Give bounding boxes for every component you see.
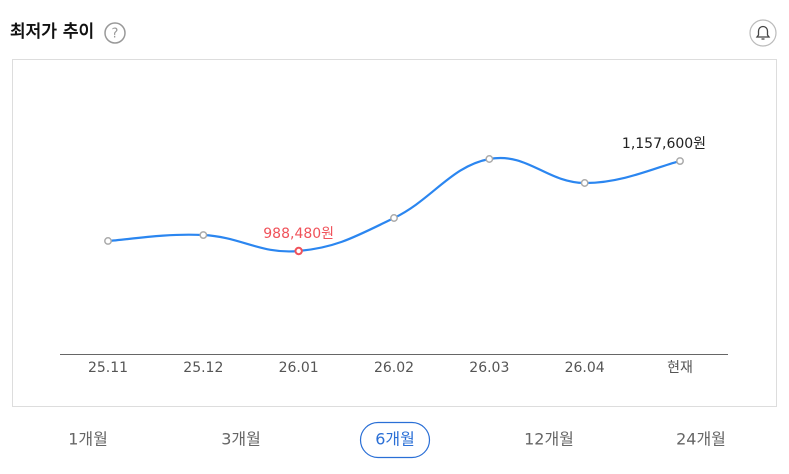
period-option[interactable]: 12개월 [524,430,574,449]
x-tick-label: 현재 [667,360,693,376]
help-glyph: ? [112,27,119,42]
x-tick-label: 26.04 [565,360,605,376]
x-tick-label: 26.02 [374,360,414,376]
value-label: 1,157,600원 [622,136,706,152]
period-option[interactable]: 3개월 [221,430,261,449]
point [294,246,303,256]
point [104,237,112,245]
bell-icon [755,25,771,40]
point [580,179,589,187]
point [485,155,494,163]
alarm-circle [749,19,777,47]
help-icon[interactable] [104,22,126,44]
x-tick-label: 25.11 [88,360,128,376]
chart-box [12,59,777,407]
period-selected [359,421,431,459]
period-option[interactable]: 6개월 [375,430,415,449]
point [199,231,208,239]
period-option[interactable]: 1개월 [68,430,108,449]
x-tick-label: 26.01 [279,360,319,376]
title: 최저가 추이 [10,22,94,42]
alarm-button[interactable] [749,19,777,47]
point [390,214,398,222]
x-tick-label: 26.03 [469,360,509,376]
period-option[interactable]: 24개월 [676,430,726,449]
point [676,157,684,165]
value-label: 988,480원 [263,226,334,242]
x-tick-label: 25.12 [183,360,223,376]
